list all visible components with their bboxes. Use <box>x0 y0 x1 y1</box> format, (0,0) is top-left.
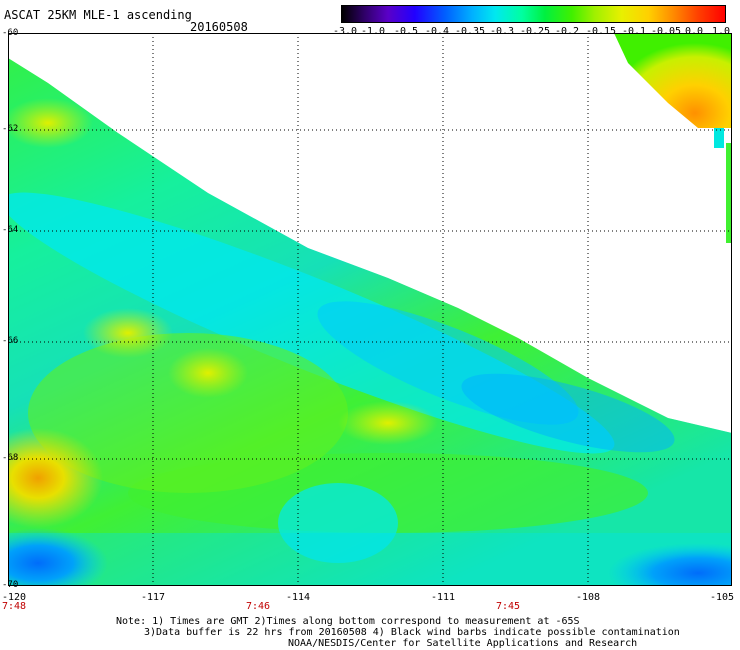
colorbar-label: -0.05 <box>650 26 682 37</box>
colorbar-label: -0.4 <box>424 26 450 37</box>
lon-label: -111 <box>430 592 456 603</box>
lon-label: -117 <box>140 592 166 603</box>
map-title: ASCAT 25KM MLE-1 ascending <box>4 8 192 22</box>
colorbar-label: 1.0 <box>711 26 731 37</box>
lat-label: -62 <box>2 124 19 134</box>
graticule <box>8 33 732 586</box>
note-line-3: NOAA/NESDIS/Center for Satellite Applica… <box>288 638 638 649</box>
time-label: 7:48 <box>1 601 27 612</box>
lat-label: -64 <box>2 225 19 235</box>
lat-label: -68 <box>2 453 19 463</box>
lat-label: -60 <box>2 28 19 38</box>
colorbar-label: -0.5 <box>393 26 419 37</box>
colorbar-label: -0.1 <box>621 26 647 37</box>
colorbar-label: -0.25 <box>519 26 551 37</box>
wind-field-map <box>8 33 732 586</box>
colorbar-label: -1.0 <box>360 26 386 37</box>
colorbar <box>341 5 726 23</box>
lon-label: -120 <box>1 592 27 603</box>
colorbar-label: 0.0 <box>684 26 704 37</box>
lon-label: -105 <box>709 592 735 603</box>
swath-corner <box>614 33 732 128</box>
lat-label: -66 <box>2 336 19 346</box>
time-label: 7:45 <box>495 601 521 612</box>
note-line-1: Note: 1) Times are GMT 2)Times along bot… <box>116 616 580 627</box>
colorbar-label: -0.35 <box>454 26 486 37</box>
lon-label: -114 <box>285 592 311 603</box>
note-line-2: 3)Data buffer is 22 hrs from 20160508 4)… <box>144 627 680 638</box>
swath-main <box>8 58 732 586</box>
colorbar-label: -0.2 <box>554 26 580 37</box>
time-label: 7:46 <box>245 601 271 612</box>
colorbar-label: -3.0 <box>332 26 358 37</box>
map-date: 20160508 <box>190 20 248 34</box>
lon-label: -108 <box>575 592 601 603</box>
lat-label: -70 <box>2 580 19 590</box>
colorbar-label: -0.3 <box>489 26 515 37</box>
colorbar-label: -0.15 <box>585 26 617 37</box>
